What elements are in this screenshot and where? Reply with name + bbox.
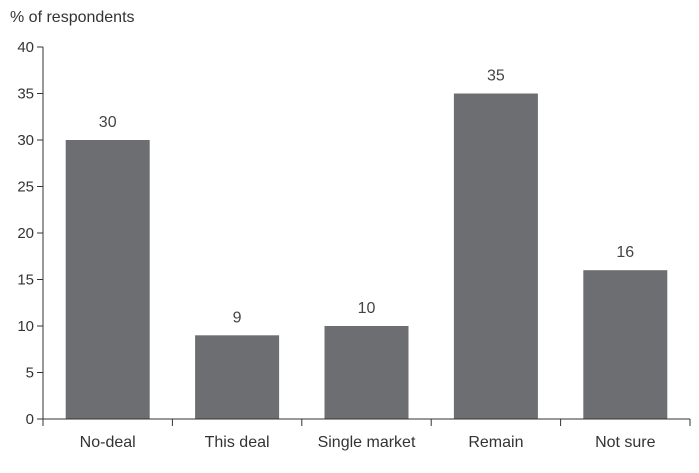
category-labels: No-deal This deal Single market Remain Not s… (42, 419, 691, 451)
y-tick-label: 0 (26, 411, 34, 428)
y-tick-label: 40 (17, 39, 34, 56)
data-label: 35 (487, 68, 505, 85)
y-tick-label: 25 (17, 179, 34, 196)
bar (583, 270, 668, 419)
y-tick-label: 20 (17, 225, 34, 242)
data-label: 30 (99, 114, 117, 131)
category-label: This deal (205, 434, 270, 451)
y-tick-label: 35 (17, 86, 34, 103)
y-tick-label: 10 (17, 318, 34, 335)
y-tick-label: 15 (17, 272, 34, 289)
bar (65, 140, 150, 419)
y-tick-label: 30 (17, 132, 34, 149)
category-label: Not sure (595, 434, 656, 451)
data-labels: 30 9 10 35 16 (99, 68, 634, 327)
y-axis-label: % of respondents (10, 9, 135, 26)
y-axis-ticks: 0 5 10 15 20 25 30 35 40 (17, 39, 43, 428)
data-label: 10 (358, 300, 376, 317)
bar (195, 335, 280, 419)
bar (324, 326, 409, 419)
data-label: 16 (616, 244, 634, 261)
category-label: Single market (318, 434, 416, 451)
bar (453, 93, 538, 419)
y-tick-label: 5 (26, 365, 34, 382)
data-label: 9 (233, 309, 242, 326)
category-label: Remain (468, 434, 523, 451)
category-label: No-deal (80, 434, 136, 451)
bars (65, 93, 668, 419)
